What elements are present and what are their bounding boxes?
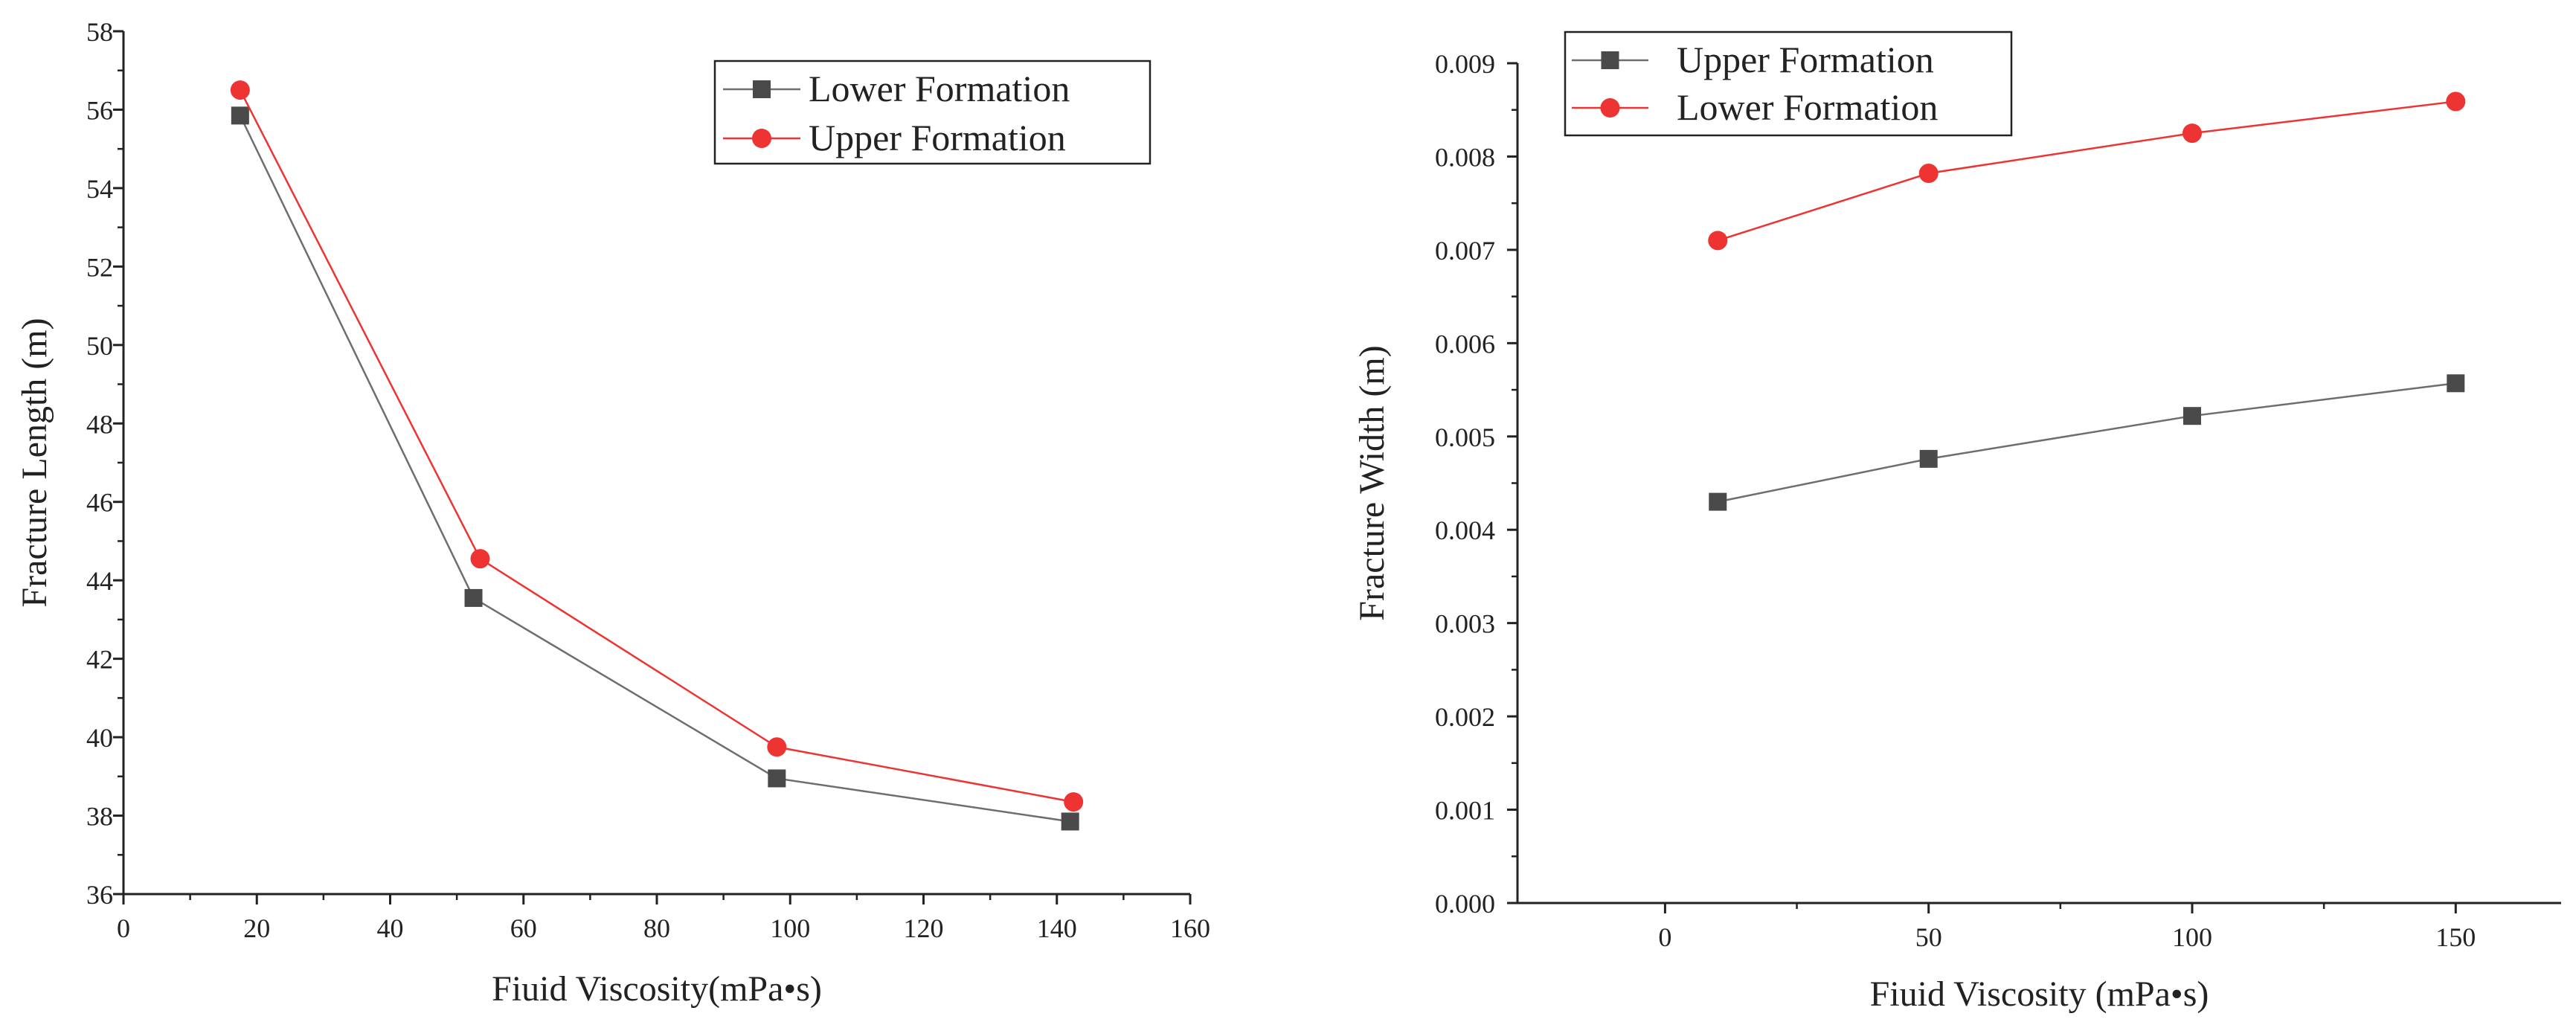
- y-tick-label: 0.005: [1435, 422, 1495, 452]
- data-point-circle: [2182, 123, 2202, 144]
- y-axis-title: Fracture Width (m): [1352, 345, 1392, 620]
- data-point-square: [464, 588, 483, 607]
- data-point-circle: [1918, 164, 1939, 184]
- x-tick-label: 60: [510, 913, 537, 943]
- legend-label: Upper Formation: [809, 117, 1066, 158]
- y-tick-label: 58: [86, 17, 113, 47]
- y-tick-label: 46: [86, 488, 113, 518]
- x-axis-title: Fiuid Viscosity (mPa•s): [1870, 974, 2209, 1014]
- data-point-circle: [767, 737, 787, 757]
- data-point-square: [1061, 812, 1079, 831]
- chart-2: 0 50 100 150 0.000 0.001 0.002 0.003 0.004 0.005 0…: [1352, 30, 2561, 1014]
- legend-marker-circle: [752, 129, 771, 148]
- y-tick-label: 0.004: [1435, 515, 1495, 545]
- y-tick-label: 0.000: [1435, 889, 1495, 919]
- data-point-square: [1919, 449, 1938, 468]
- y-tick-label: 0.008: [1435, 142, 1495, 172]
- data-point-circle: [230, 80, 250, 100]
- x-tick-label: 50: [1915, 922, 1942, 952]
- y-tick-label: 36: [86, 880, 113, 910]
- x-tick-label: 100: [770, 913, 810, 943]
- legend-marker-circle: [1600, 98, 1620, 118]
- x-tick-label: 0: [117, 913, 130, 943]
- y-tick-label: 0.009: [1435, 49, 1495, 79]
- y-tick-label: 52: [86, 252, 113, 282]
- series-line-1: [1718, 382, 2456, 503]
- legend-box: [713, 60, 1152, 165]
- x-tick-label: 20: [243, 913, 270, 943]
- x-tick-label: 120: [904, 913, 944, 943]
- y-tick-label: 0.001: [1435, 796, 1495, 826]
- data-point-square: [768, 769, 786, 788]
- x-tick-label: 0: [1658, 922, 1671, 952]
- data-point-circle: [2446, 91, 2466, 112]
- y-tick-label: 54: [86, 174, 113, 204]
- data-point-square: [1709, 492, 1727, 511]
- data-point-square: [2182, 407, 2201, 425]
- x-tick-label: 160: [1170, 913, 1210, 943]
- series-line-1: [239, 115, 1070, 823]
- data-point-circle: [1064, 792, 1084, 812]
- y-tick-label: 44: [86, 566, 113, 596]
- legend-marker-square: [1601, 51, 1619, 69]
- series-line-2: [239, 89, 1074, 803]
- x-tick-label: 100: [2172, 922, 2212, 952]
- x-tick-label: 40: [377, 913, 404, 943]
- y-tick-label: 0.002: [1435, 702, 1495, 732]
- series-line-2: [1717, 100, 2456, 242]
- data-point-circle: [1708, 231, 1728, 251]
- y-tick-label: 50: [86, 331, 113, 361]
- x-axis-title: Fiuid Viscosity(mPa•s): [492, 969, 822, 1009]
- y-tick-label: 38: [86, 802, 113, 832]
- x-tick-label: 80: [643, 913, 670, 943]
- legend-box: [1564, 30, 2013, 137]
- legend-label: Lower Formation: [1677, 86, 1938, 128]
- legend-label: Lower Formation: [809, 68, 1070, 109]
- y-tick-label: 0.007: [1435, 236, 1495, 266]
- y-tick-label: 0.003: [1435, 609, 1495, 639]
- y-tick-label: 0.006: [1435, 329, 1495, 359]
- y-tick-label: 56: [86, 95, 113, 125]
- x-tick-label: 140: [1037, 913, 1077, 943]
- chart-1: 0 20 40 60 80 100 120 140 160 36 38 40 42 44 46 48 50 52 5…: [15, 17, 1210, 1009]
- y-tick-label: 40: [86, 723, 113, 753]
- y-axis-title: Fracture Length (m): [15, 318, 54, 607]
- legend-label: Upper Formation: [1677, 39, 1934, 80]
- data-point-circle: [470, 549, 490, 569]
- data-point-square: [2447, 374, 2465, 393]
- y-tick-label: 42: [86, 645, 113, 675]
- legend-marker-square: [753, 80, 771, 98]
- x-tick-label: 150: [2435, 922, 2476, 952]
- data-point-square: [231, 106, 249, 125]
- y-tick-label: 48: [86, 409, 113, 439]
